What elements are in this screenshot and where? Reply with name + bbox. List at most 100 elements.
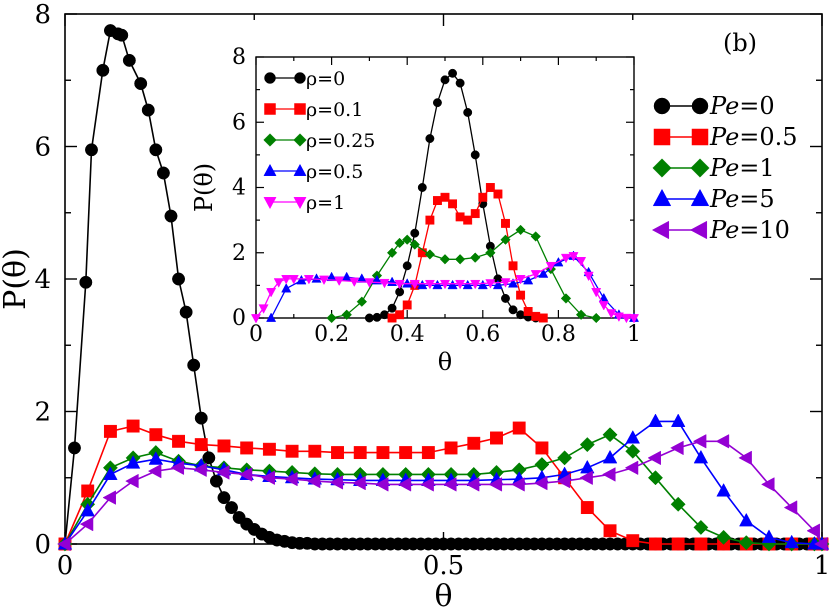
inset-series-4	[250, 252, 640, 324]
inset-data-point	[395, 310, 405, 320]
inset-data-point	[439, 254, 451, 265]
data-point	[467, 436, 481, 450]
inset-y-tick-label: 6	[232, 110, 246, 135]
legend-marker	[652, 158, 672, 178]
data-point	[261, 470, 275, 486]
data-point	[149, 428, 163, 442]
inset-data-point	[606, 309, 617, 319]
data-point	[376, 446, 390, 460]
inset-data-point	[448, 199, 458, 209]
inset-data-point	[523, 307, 533, 316]
legend-marker	[652, 188, 672, 207]
inset-data-point	[402, 278, 413, 288]
data-point	[353, 446, 367, 460]
y-tick-label: 4	[34, 265, 51, 295]
data-point	[761, 477, 775, 492]
data-point	[285, 444, 299, 458]
inset-data-point	[507, 278, 519, 288]
inset-data-point	[628, 314, 640, 324]
data-point	[556, 473, 571, 489]
data-point	[671, 537, 685, 551]
inset-data-point	[250, 314, 262, 324]
data-point	[647, 470, 663, 486]
data-point	[443, 477, 457, 492]
inset-data-point	[424, 279, 435, 290]
data-point	[693, 519, 709, 535]
data-point	[374, 477, 389, 492]
data-point	[716, 529, 732, 545]
inset-data-point	[387, 313, 397, 323]
legend-label-pe: Pe	[709, 123, 739, 151]
data-point	[626, 534, 640, 548]
data-point	[670, 413, 686, 427]
data-point	[179, 305, 193, 319]
legend-item: Pe=0.5	[653, 123, 798, 151]
data-point	[102, 490, 116, 505]
data-point	[215, 465, 230, 480]
legend-label-pe: Pe	[709, 92, 739, 120]
legend-label: Pe=5	[709, 185, 775, 213]
data-point	[352, 475, 366, 491]
inset-data-point	[311, 273, 322, 283]
data-point	[421, 446, 435, 460]
inset-data-point	[258, 304, 269, 314]
inset-data-point	[326, 271, 337, 282]
data-point	[262, 442, 276, 456]
inset-data-point	[424, 249, 436, 260]
data-point	[670, 440, 684, 456]
inset-data-point	[296, 274, 307, 285]
legend-marker	[690, 188, 710, 207]
data-point	[187, 358, 201, 372]
inset-data-point	[531, 311, 541, 321]
inset-data-point	[455, 78, 465, 88]
data-point	[193, 462, 207, 478]
inset-data-point	[568, 252, 579, 262]
data-point	[202, 451, 216, 465]
inset-data-point	[417, 183, 427, 192]
legend-item: Pe=5	[652, 185, 775, 213]
inset-data-point	[500, 234, 511, 245]
legend-label: Pe=10	[709, 216, 790, 244]
inset-data-point	[501, 293, 510, 303]
inset-data-point	[463, 108, 473, 117]
inset-legend-marker	[293, 133, 307, 147]
inset-data-point	[432, 196, 442, 206]
series-4	[57, 434, 828, 552]
data-point	[602, 427, 618, 443]
data-point	[284, 471, 298, 487]
inset-legend-label: ρ=0	[306, 68, 345, 90]
inset-legend-label: ρ=0.25	[306, 130, 375, 152]
data-point	[535, 441, 549, 455]
inset-data-point	[470, 209, 480, 219]
inset-data-point	[530, 231, 541, 242]
data-point	[490, 431, 503, 445]
data-point	[85, 143, 98, 157]
inset-data-point	[364, 278, 375, 288]
data-point	[647, 450, 661, 466]
inset-data-point	[515, 275, 526, 285]
inset-legend-label: ρ=0.1	[306, 99, 363, 121]
y-tick-label: 8	[34, 0, 51, 30]
inset-legend-marker	[294, 103, 306, 115]
inset-data-point	[273, 278, 284, 288]
inset-legend-item: ρ=0	[264, 68, 345, 90]
data-point	[488, 477, 503, 492]
inset-data-point	[288, 275, 299, 285]
inset-data-point	[349, 277, 360, 288]
data-point	[649, 537, 662, 551]
inset-legend-label: ρ=1	[306, 192, 345, 214]
inset-data-point	[432, 279, 443, 290]
data-point	[238, 467, 253, 482]
y-tick-label: 6	[34, 133, 51, 163]
inset-data-point	[583, 271, 594, 282]
inset-data-point	[530, 270, 541, 280]
data-point	[399, 446, 413, 460]
data-point	[122, 53, 136, 67]
inset-data-point	[440, 192, 450, 202]
x-tick-label: 0.5	[423, 551, 464, 581]
data-point	[580, 459, 595, 474]
data-point	[217, 439, 231, 453]
inset-x-tick-label: 0.2	[314, 322, 349, 347]
data-point	[579, 470, 593, 486]
inset-data-point	[409, 279, 420, 290]
